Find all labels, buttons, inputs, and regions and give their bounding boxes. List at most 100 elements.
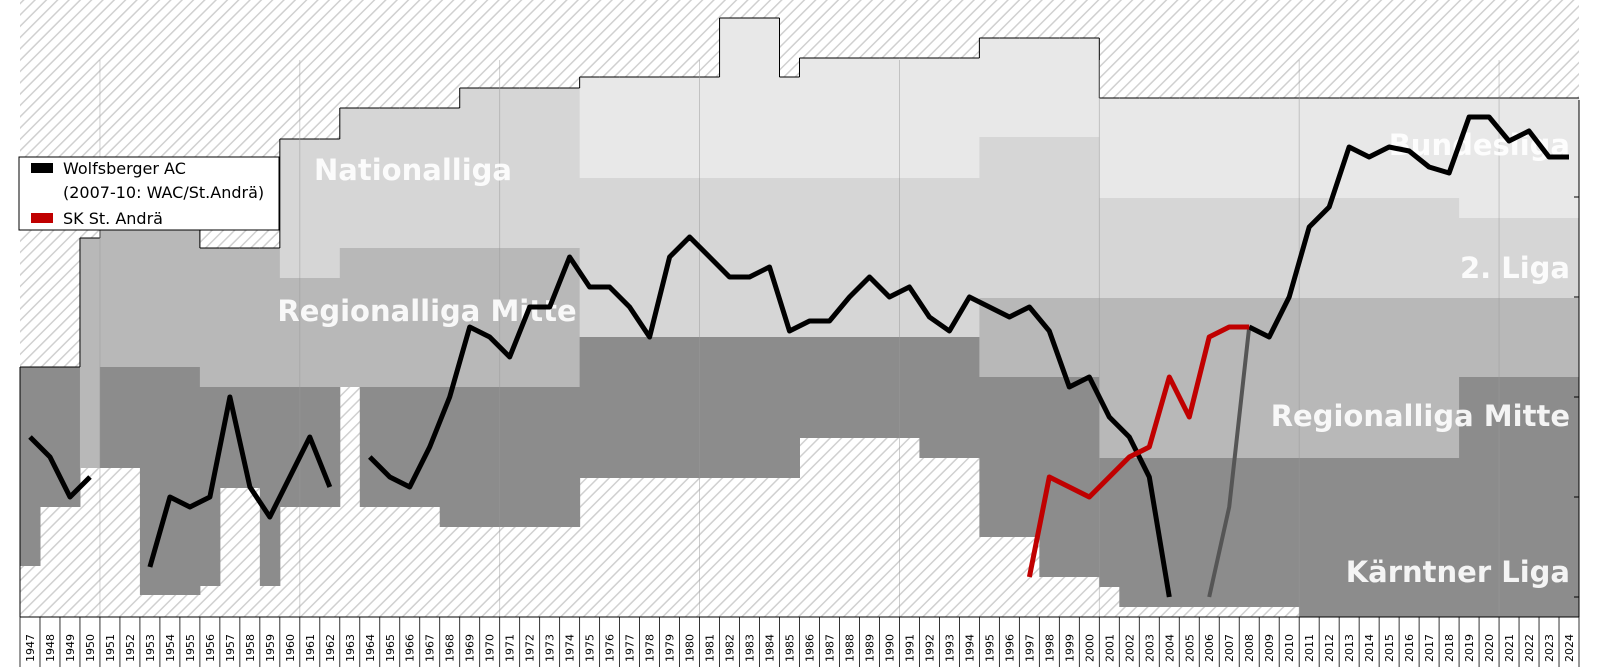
tier-band	[499, 88, 521, 248]
x-tick-label: 2013	[1343, 634, 1356, 662]
tier-band	[699, 77, 721, 178]
tier-band	[1379, 298, 1400, 458]
x-tick-label: 1995	[983, 634, 996, 662]
tier-band	[1059, 38, 1080, 137]
tier-band	[799, 178, 820, 337]
tier-band	[519, 248, 541, 387]
tier-band	[639, 77, 661, 178]
x-tick-label: 1963	[344, 634, 357, 662]
tier-band	[759, 337, 781, 478]
tier-band	[759, 178, 781, 337]
tier-band	[879, 58, 900, 178]
tier-band	[1059, 377, 1080, 577]
tier-band	[1259, 198, 1280, 298]
x-tick-label: 1970	[484, 634, 497, 662]
tier-band	[959, 58, 980, 178]
tier-band	[679, 178, 701, 337]
tier-band	[1299, 98, 1320, 198]
tier-band	[639, 178, 661, 337]
tier-band	[299, 387, 321, 507]
tier-band	[319, 278, 341, 387]
tier-band	[939, 337, 960, 458]
x-tick-label: 1974	[564, 634, 577, 662]
x-tick-label: 1988	[844, 634, 857, 662]
plot-background	[19, 0, 1580, 617]
tier-band	[1079, 298, 1100, 377]
tier-band	[1059, 137, 1080, 298]
tier-band	[379, 248, 401, 387]
tier-band	[1559, 218, 1580, 298]
series-line-wolfsberger	[1207, 326, 1252, 598]
tier-band	[799, 58, 820, 178]
tier-band	[919, 337, 940, 458]
tier-band	[1499, 377, 1520, 617]
tier-band	[599, 337, 621, 478]
tier-band	[279, 139, 301, 278]
tier-band	[1219, 198, 1240, 298]
x-tick-label: 1981	[704, 634, 717, 662]
tier-band	[119, 367, 141, 468]
tier-band	[1079, 377, 1100, 577]
tier-band	[779, 77, 800, 178]
tier-band	[1019, 377, 1040, 537]
tier-band	[739, 337, 761, 478]
tier-band	[1339, 458, 1360, 617]
x-tick-label: 1992	[923, 634, 936, 662]
tier-band	[559, 387, 581, 527]
tier-label-regionalliga-left: Regionalliga Mitte	[277, 294, 576, 328]
x-tick-label: 1978	[644, 634, 657, 662]
x-tick-label: 1979	[664, 634, 677, 662]
tier-band	[659, 337, 681, 478]
x-tick-label: 1999	[1063, 634, 1076, 662]
tier-band	[99, 228, 121, 367]
tier-band	[1139, 198, 1160, 298]
tier-band	[1159, 198, 1180, 298]
x-tick-label: 2000	[1083, 634, 1096, 662]
tier-band	[1259, 458, 1280, 607]
x-tick-label: 1994	[963, 634, 976, 662]
tier-band	[359, 108, 381, 248]
tier-band	[339, 248, 361, 387]
tier-band	[1459, 218, 1480, 298]
tier-band	[1139, 98, 1160, 198]
tier-band	[599, 178, 621, 337]
tier-band	[519, 88, 541, 248]
x-tick-label: 1949	[64, 634, 77, 662]
tier-band	[1539, 218, 1560, 298]
tier-band	[1219, 458, 1240, 607]
x-tick-label: 2018	[1443, 634, 1456, 662]
x-tick-label: 1969	[464, 634, 477, 662]
tier-band	[39, 367, 61, 507]
x-tick-label: 2020	[1483, 634, 1496, 662]
legend-swatch-wolfsberger	[31, 163, 53, 173]
tier-band	[979, 298, 1000, 377]
x-tick-label: 1950	[84, 634, 97, 662]
x-tick-label: 2012	[1323, 634, 1336, 662]
tier-band	[1239, 458, 1260, 607]
series-lines	[28, 114, 1569, 598]
tier-band	[399, 108, 421, 248]
tier-band	[579, 77, 601, 178]
x-tick-label: 2023	[1543, 634, 1556, 662]
tier-label-kaerntner-liga: Kärntner Liga	[1346, 555, 1570, 589]
tier-band	[239, 387, 261, 488]
tier-band	[1419, 198, 1440, 298]
x-tick-label: 1954	[164, 634, 177, 662]
tier-labels: Nationalliga Regionalliga Mitte Bundesli…	[277, 128, 1570, 589]
tier-band	[1099, 458, 1120, 587]
x-tick-label: 1990	[883, 634, 896, 662]
x-tick-label: 1948	[44, 634, 57, 662]
tier-band	[479, 387, 501, 527]
tier-band	[1539, 377, 1560, 617]
x-tick-label: 1957	[224, 634, 237, 662]
x-tick-label: 1958	[244, 634, 257, 662]
tier-band	[259, 387, 281, 586]
tier-band	[899, 58, 920, 178]
tier-band	[879, 178, 900, 337]
tier-band	[1379, 458, 1400, 617]
x-tick-label: 1980	[684, 634, 697, 662]
tier-band	[1479, 98, 1500, 218]
tier-band	[719, 178, 741, 337]
tier-band	[1519, 218, 1540, 298]
tier-band	[1099, 298, 1120, 458]
